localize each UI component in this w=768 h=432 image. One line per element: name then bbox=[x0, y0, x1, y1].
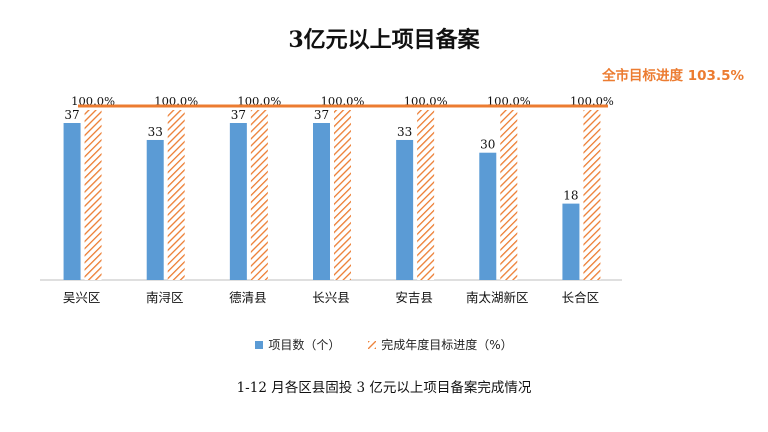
bar-project-count bbox=[229, 123, 247, 280]
chart-title: 3亿元以上项目备案 bbox=[288, 27, 480, 53]
data-label-project-count: 33 bbox=[397, 125, 412, 139]
bar-project-count bbox=[396, 139, 414, 280]
legend-label: 项目数（个） bbox=[268, 338, 341, 352]
data-label-target-progress: 100.0% bbox=[487, 94, 531, 108]
legend-label: 完成年度目标进度（%） bbox=[381, 338, 513, 352]
x-tick-label: 长合区 bbox=[562, 290, 600, 305]
x-tick-label: 南浔区 bbox=[146, 290, 184, 305]
target-progress-annotation: 全市目标进度 103.5% bbox=[602, 68, 744, 84]
bar-project-count bbox=[562, 203, 580, 280]
data-label-target-progress: 100.0% bbox=[321, 94, 365, 108]
x-tick-label: 南太湖新区 bbox=[466, 290, 529, 305]
data-label-project-count: 37 bbox=[64, 108, 79, 122]
x-tick-label: 吴兴区 bbox=[63, 290, 101, 305]
bar-project-count bbox=[313, 123, 330, 280]
data-label-project-count: 37 bbox=[231, 108, 246, 122]
data-label-target-progress: 100.0% bbox=[570, 94, 614, 108]
bar-target-progress bbox=[167, 110, 185, 280]
bar-target-progress bbox=[84, 110, 102, 280]
bar-target-progress bbox=[583, 110, 601, 280]
bar-target-progress bbox=[417, 110, 435, 280]
legend-item-project-count: 项目数（个） bbox=[255, 336, 340, 353]
data-label-target-progress: 100.0% bbox=[237, 94, 281, 108]
x-tick-label: 安吉县 bbox=[395, 290, 433, 305]
data-label-target-progress: 100.0% bbox=[404, 94, 448, 108]
bar-target-progress bbox=[250, 110, 268, 280]
bar-target-progress bbox=[334, 110, 351, 280]
legend-swatch-solid bbox=[255, 340, 264, 349]
bar-project-count bbox=[479, 152, 497, 280]
bar-target-progress bbox=[500, 110, 518, 280]
data-label-project-count: 37 bbox=[314, 108, 329, 122]
data-label-project-count: 18 bbox=[563, 189, 578, 203]
x-tick-label: 长兴县 bbox=[312, 290, 350, 305]
chart-legend: 项目数（个） 完成年度目标进度（%） bbox=[0, 336, 768, 353]
legend-item-target-progress: 完成年度目标进度（%） bbox=[368, 336, 513, 353]
bar-project-count bbox=[146, 139, 164, 280]
legend-swatch-hatched bbox=[368, 340, 377, 349]
x-tick-label: 德清县 bbox=[229, 290, 267, 305]
data-label-project-count: 30 bbox=[480, 138, 495, 152]
bar-project-count bbox=[63, 123, 81, 280]
data-label-target-progress: 100.0% bbox=[154, 94, 198, 108]
data-label-project-count: 33 bbox=[148, 125, 163, 139]
figure-caption: 1-12 月各区县固投 3 亿元以上项目备案完成情况 bbox=[236, 380, 532, 396]
data-label-target-progress: 100.0% bbox=[71, 94, 115, 108]
